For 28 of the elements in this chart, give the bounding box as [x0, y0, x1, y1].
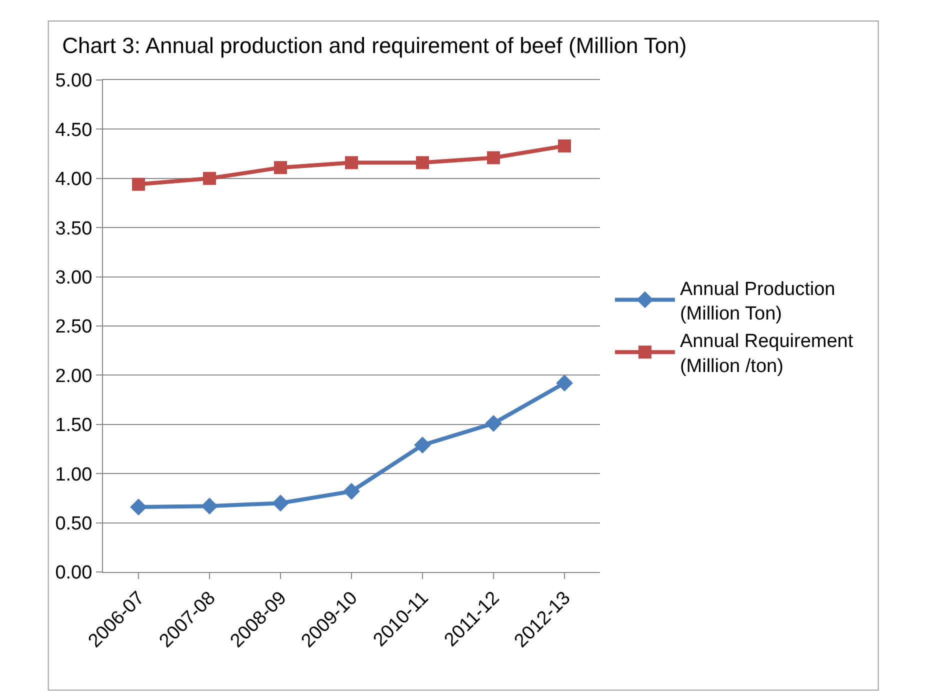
point — [343, 482, 360, 500]
y-tick-label: 1.00 — [55, 464, 92, 486]
legend-label: Annual Requirement (Million /ton) — [680, 331, 854, 377]
point — [274, 161, 287, 174]
point — [203, 172, 216, 185]
point — [132, 178, 145, 191]
point — [201, 498, 218, 515]
point — [345, 156, 358, 170]
y-tick-label: 1.50 — [55, 415, 92, 436]
point — [416, 156, 429, 170]
y-tick-label: 3.50 — [55, 218, 92, 240]
y-tick-label: 0.00 — [55, 562, 92, 584]
point — [556, 374, 573, 392]
point — [485, 414, 502, 432]
chart-title: Chart 3: Annual production and requirement of beef (Million Ton) — [62, 32, 687, 58]
y-tick-label: 3.00 — [55, 267, 92, 288]
legend-label: Annual Production (Million Ton) — [680, 278, 836, 324]
point — [558, 139, 571, 152]
y-tick-label: 2.00 — [55, 366, 92, 387]
point — [487, 151, 500, 164]
point — [414, 436, 431, 454]
point — [272, 494, 289, 512]
point — [130, 498, 147, 516]
y-tick-label: 4.50 — [55, 120, 92, 141]
y-tick-label: 5.00 — [55, 70, 92, 92]
y-tick-label: 4.00 — [55, 169, 92, 190]
y-tick-label: 2.50 — [55, 316, 92, 338]
y-tick-label: 0.50 — [55, 513, 92, 534]
